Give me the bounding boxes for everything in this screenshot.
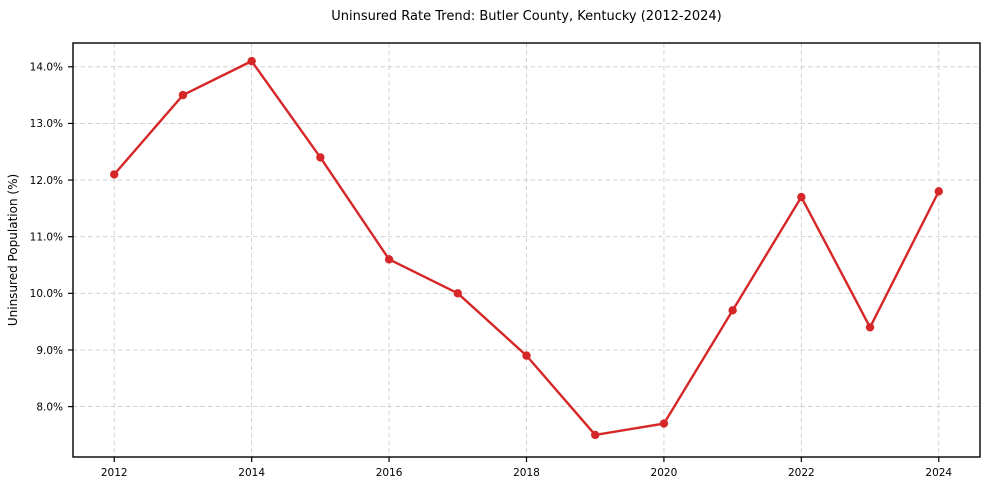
grid-layer <box>73 43 980 457</box>
x-tick-label: 2020 <box>651 467 678 479</box>
data-point <box>247 56 256 66</box>
data-point <box>453 289 462 298</box>
data-point <box>797 192 806 202</box>
y-tick-label: 10.0% <box>30 288 63 300</box>
data-point <box>934 187 943 196</box>
data-point <box>316 153 325 162</box>
x-tick-label: 2014 <box>238 467 265 479</box>
x-tick-label: 2012 <box>101 467 128 479</box>
data-point <box>659 419 669 428</box>
y-tick-label: 12.0% <box>30 175 63 187</box>
y-tick-label: 8.0% <box>36 401 63 413</box>
series-layer <box>110 56 943 440</box>
y-tick-label: 11.0% <box>30 231 63 243</box>
y-tick-label: 13.0% <box>30 118 63 130</box>
x-tick-label: 2016 <box>376 467 403 479</box>
x-tick-label: 2024 <box>925 467 952 479</box>
axes-layer: 8.0% 9.0% 10.0% 11.0% 12.0% 13.0% 14.0% 2012 201… <box>30 42 981 479</box>
x-tick-label: 2022 <box>788 467 815 479</box>
data-point <box>728 306 737 315</box>
chart-title: Uninsured Rate Trend: Butler County, Ken… <box>331 9 722 24</box>
data-point <box>110 170 119 179</box>
data-point <box>384 255 394 264</box>
data-point <box>522 351 531 360</box>
y-tick-label: 14.0% <box>30 62 63 74</box>
y-axis-label: Uninsured Population (%) <box>6 174 20 326</box>
y-tick-label: 9.0% <box>36 345 63 357</box>
data-point <box>178 90 188 100</box>
data-point <box>865 323 875 332</box>
x-tick-label: 2018 <box>513 467 540 479</box>
data-point <box>591 430 600 440</box>
